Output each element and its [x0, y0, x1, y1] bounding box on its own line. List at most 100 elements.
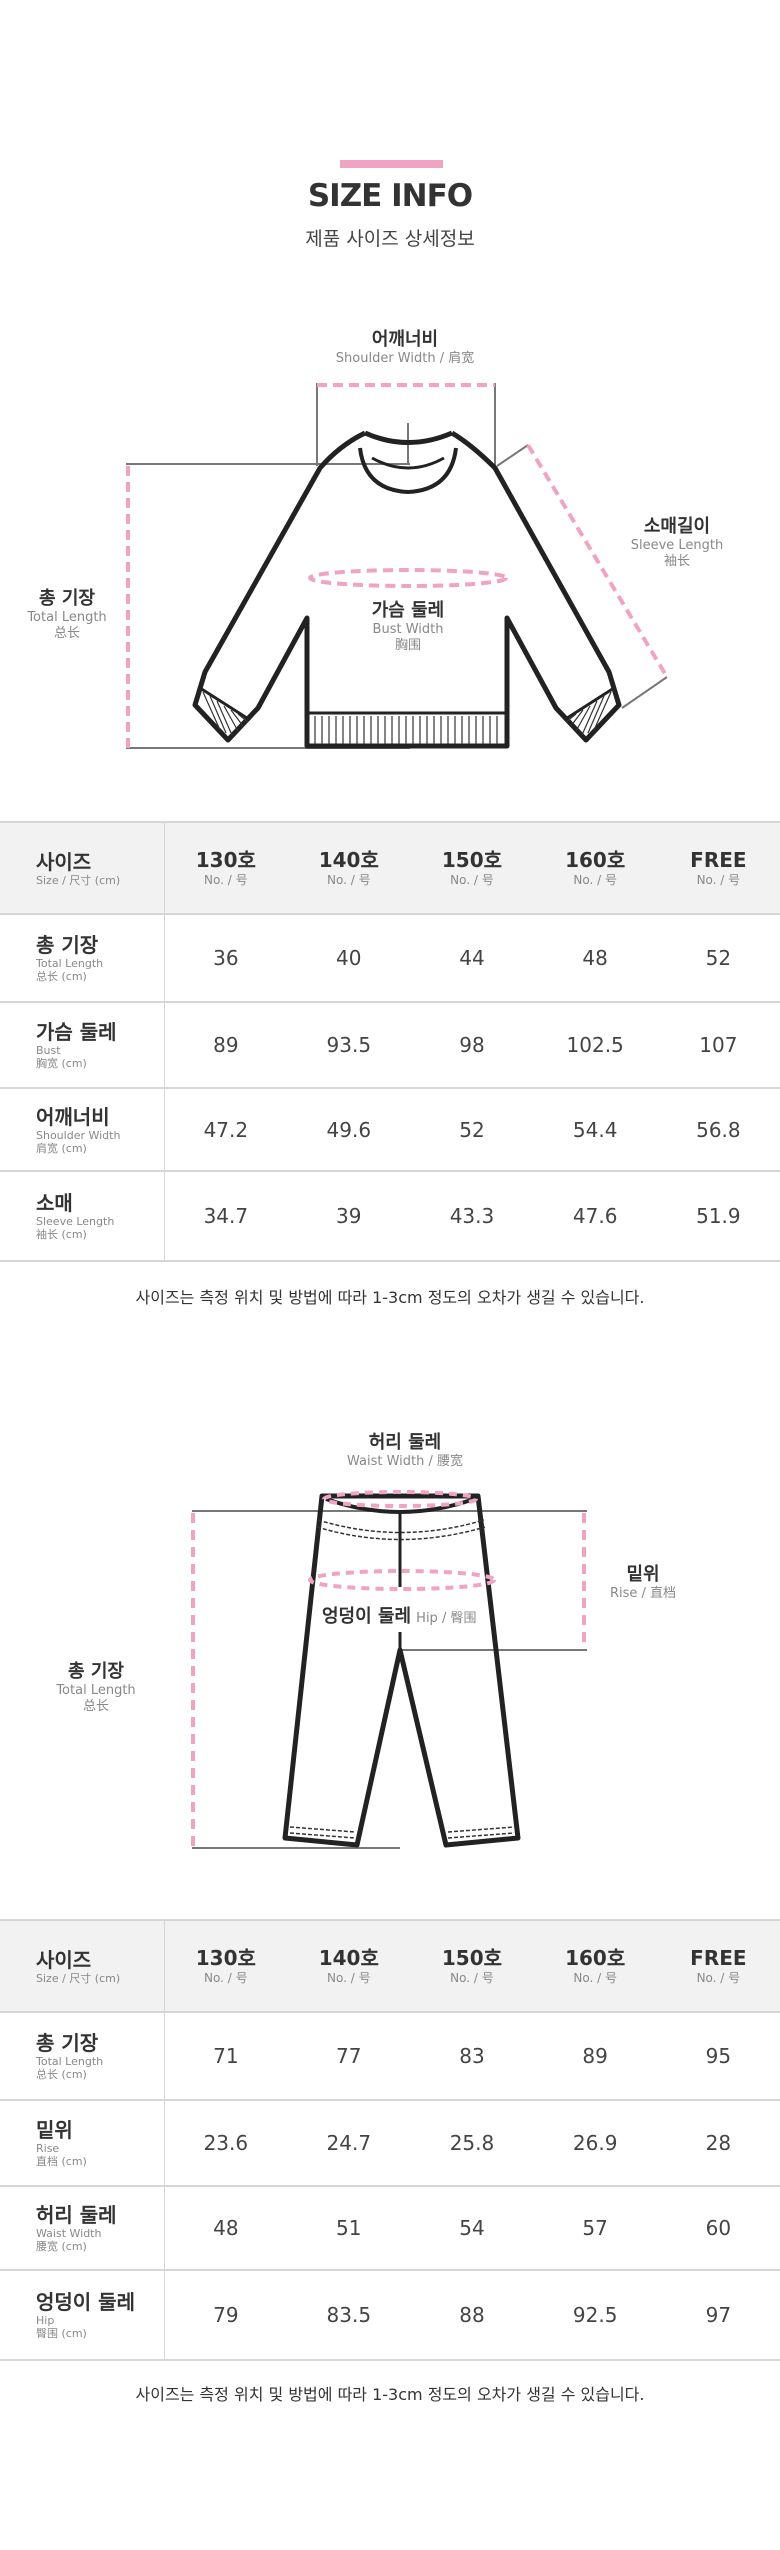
row-label-en: Total Length [36, 2055, 104, 2068]
accent-bar [340, 160, 443, 168]
cell: 52 [656, 913, 780, 1003]
table-row: 엉덩이 둘레 Hip 臀围 (cm) 79 83.5 88 92.5 97 [0, 2269, 780, 2361]
cell: 52 [410, 1087, 534, 1172]
cell: 25.8 [410, 2099, 534, 2187]
cell: 60 [656, 2185, 780, 2271]
rise-label-sub: Rise / 直档 [609, 1586, 677, 1601]
total-label-en: Total Length [56, 1683, 136, 1698]
sweater-outline [192, 430, 622, 749]
row-label: 어깨너비 [36, 1104, 110, 1129]
column-sub: No. / 号 [573, 1971, 617, 1985]
cell: 24.7 [287, 2099, 411, 2187]
row-label-en: Sleeve Length [36, 1215, 115, 1228]
column-header: 150호 [441, 1946, 503, 1970]
column-header: 140호 [318, 1946, 379, 1970]
column-sub: No. / 号 [450, 1971, 494, 1985]
column-sub: No. / 号 [326, 1971, 371, 1985]
row-label: 엉덩이 둘레 [36, 2290, 135, 2314]
cell: 102.5 [533, 1001, 657, 1089]
cell: 47.2 [164, 1087, 288, 1172]
hip-measure [308, 1569, 496, 1591]
column-header: FREE [690, 848, 747, 872]
rib-hatching [202, 691, 612, 744]
column-header: 160호 [565, 1946, 626, 1970]
column-sub: No. / 号 [204, 873, 248, 887]
waist-label-ko: 허리 둘레 [368, 1432, 442, 1453]
cell: 98 [410, 1001, 534, 1089]
row-label: 가슴 둘레 [36, 1020, 117, 1044]
row-label-en: Shoulder Width [36, 1128, 121, 1142]
bust-label: 가슴 둘레 Bust Width 胸围 [338, 596, 478, 654]
cell: 83 [410, 2011, 534, 2101]
hip-label: 엉덩이 둘레 Hip / 臀围 [322, 1602, 476, 1628]
waist-label-sub: Waist Width / 腰宽 [346, 1454, 464, 1469]
row-label-zh: 胸宽 (cm) [36, 1057, 87, 1070]
stitching [289, 1519, 515, 1839]
cell: 48 [533, 913, 657, 1003]
cell: 44 [410, 913, 534, 1003]
row-label-zh: 总长 (cm) [36, 970, 87, 983]
column-header: 160호 [565, 848, 626, 872]
cell: 48 [164, 2185, 288, 2271]
cell: 54.4 [533, 1087, 657, 1172]
sleeve-label: 소매길이 Sleeve Length 袖长 [607, 512, 747, 570]
sleeve-guide-bottom [621, 676, 668, 709]
sleeve-label-zh: 袖长 [663, 554, 690, 569]
column-header: 130호 [195, 848, 256, 872]
column-sub: No. / 号 [326, 873, 371, 887]
cell: 28 [656, 2099, 780, 2187]
sleeve-label-en: Sleeve Length [630, 538, 724, 553]
table-row: 어깨너비 Shoulder Width 肩宽 (cm) 47.2 49.6 52 54.4… [0, 1087, 780, 1172]
cell: 49.6 [287, 1087, 411, 1172]
shoulder-label-sub: Shoulder Width / 肩宽 [335, 351, 475, 366]
header-label: 사이즈 [36, 1947, 92, 1972]
hip-label-ko: 엉덩이 둘레 [322, 1606, 412, 1627]
table-row: 허리 둘레 Waist Width 腰宽 (cm) 48 51 54 57 60 [0, 2185, 780, 2271]
row-label: 총 기장 [36, 2031, 99, 2055]
row-label-zh: 直档 (cm) [36, 2155, 87, 2168]
cell: 95 [656, 2011, 780, 2101]
cell: 89 [164, 1001, 288, 1089]
cell: 26.9 [533, 2099, 657, 2187]
row-label: 소매 [36, 1191, 73, 1215]
column-header: FREE [690, 1946, 747, 1970]
column-sub: No. / 号 [696, 1971, 741, 1985]
pants-diagram [191, 1490, 587, 1849]
waist-measure [322, 1490, 478, 1508]
table-row: 가슴 둘레 Bust 胸宽 (cm) 89 93.5 98 102.5 107 [0, 1001, 780, 1089]
cell: 79 [164, 2269, 288, 2361]
column-sub: No. / 号 [450, 873, 494, 887]
rise-label: 밑위 Rise / 直档 [583, 1560, 703, 1602]
column-sub: No. / 号 [696, 873, 741, 887]
total-label-en: Total Length [27, 610, 107, 625]
size-note: 사이즈는 측정 위치 및 방법에 따라 1-3cm 정도의 오차가 생길 수 있… [135, 1288, 645, 1307]
cell: 36 [164, 913, 288, 1003]
cell: 43.3 [410, 1170, 534, 1262]
shoulder-label: 어깨너비 Shoulder Width / 肩宽 [290, 325, 520, 367]
total-length-label: 총 기장 Total Length 总长 [7, 584, 127, 642]
bottom-size-table: 사이즈 Size / 尺寸 (cm) 130호 No. / 号 140호 No. / … [0, 1919, 780, 2361]
cell: 40 [287, 913, 411, 1003]
bust-label-ko: 가슴 둘레 [371, 600, 445, 621]
bust-measure [308, 568, 508, 588]
cell: 92.5 [533, 2269, 657, 2361]
column-header: 150호 [441, 848, 503, 872]
rise-label-ko: 밑위 [626, 1564, 660, 1585]
hip-label-sub: Hip / 臀围 [416, 1611, 477, 1626]
column-header: 140호 [318, 848, 379, 872]
cell: 57 [533, 2185, 657, 2271]
row-label-en: Hip [36, 2314, 55, 2327]
row-label: 총 기장 [36, 933, 99, 957]
table-row: 총 기장 Total Length 总长 (cm) 71 77 83 89 95 [0, 2011, 780, 2101]
total-length-label-pants: 총 기장 Total Length 总长 [36, 1657, 156, 1715]
header-label: 사이즈 [36, 849, 92, 874]
cell: 83.5 [287, 2269, 411, 2361]
header-sub: Size / 尺寸 (cm) [36, 873, 121, 887]
total-label-zh: 总长 [82, 1699, 109, 1714]
cell: 97 [656, 2269, 780, 2361]
page-title: SIZE INFO [307, 178, 473, 214]
row-label-en: Rise [36, 2142, 60, 2155]
table-header-row: 사이즈 Size / 尺寸 (cm) 130호 No. / 号 140호 No. / … [0, 1919, 780, 2013]
cell: 39 [287, 1170, 411, 1262]
row-label-zh: 总长 (cm) [36, 2068, 87, 2081]
